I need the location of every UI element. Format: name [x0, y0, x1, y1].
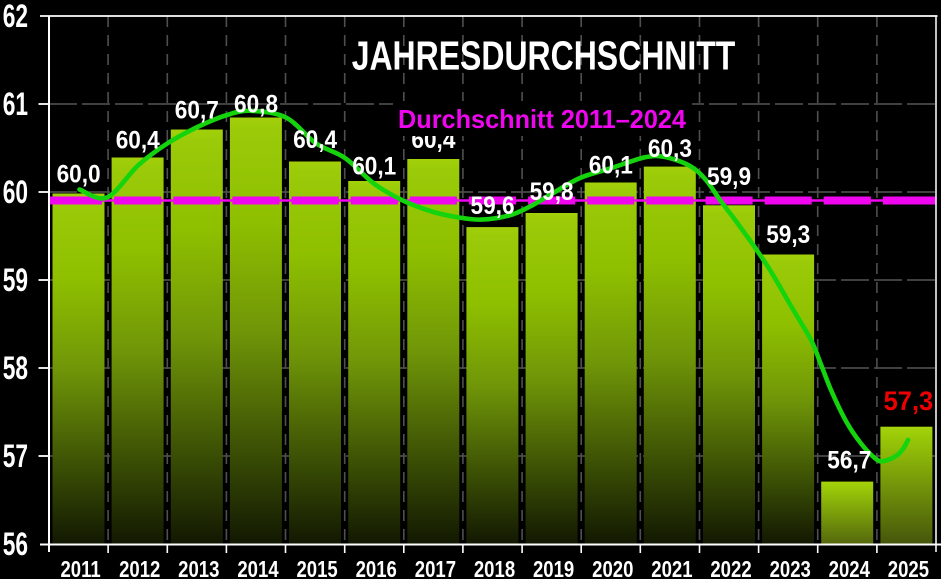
svg-text:JAHRESDURCHSCHNITT: JAHRESDURCHSCHNITT — [352, 33, 736, 79]
svg-text:57,3: 57,3 — [884, 385, 934, 416]
svg-text:60,7: 60,7 — [175, 98, 219, 125]
svg-text:61: 61 — [3, 86, 28, 122]
svg-text:59,9: 59,9 — [707, 164, 751, 191]
svg-text:62: 62 — [3, 0, 28, 34]
svg-text:2013: 2013 — [178, 557, 219, 579]
svg-text:60: 60 — [3, 174, 28, 210]
svg-text:57: 57 — [3, 438, 28, 474]
svg-text:60,3: 60,3 — [648, 136, 692, 163]
svg-text:2025: 2025 — [888, 557, 930, 579]
svg-text:59,3: 59,3 — [766, 222, 810, 249]
svg-text:59,8: 59,8 — [530, 179, 574, 206]
svg-text:56,7: 56,7 — [827, 447, 871, 474]
svg-text:2024: 2024 — [829, 557, 871, 579]
svg-text:60,8: 60,8 — [234, 92, 278, 119]
svg-text:2016: 2016 — [356, 557, 397, 579]
svg-text:2014: 2014 — [237, 557, 279, 579]
svg-text:2017: 2017 — [415, 557, 456, 579]
svg-text:2020: 2020 — [592, 557, 633, 579]
svg-text:2018: 2018 — [474, 557, 516, 579]
svg-text:2023: 2023 — [770, 557, 811, 579]
svg-text:Durchschnitt 2011–2024: Durchschnitt 2011–2024 — [398, 106, 687, 134]
svg-text:2015: 2015 — [296, 557, 338, 579]
svg-text:60,4: 60,4 — [293, 127, 338, 154]
svg-text:2019: 2019 — [533, 557, 574, 579]
svg-text:60,0: 60,0 — [57, 162, 101, 189]
svg-text:59,6: 59,6 — [470, 193, 514, 220]
svg-text:58: 58 — [3, 350, 28, 386]
svg-text:2011: 2011 — [60, 557, 101, 579]
svg-text:59: 59 — [3, 262, 28, 298]
svg-text:2012: 2012 — [119, 557, 160, 579]
svg-text:60,4: 60,4 — [116, 128, 161, 155]
svg-text:2021: 2021 — [651, 557, 693, 579]
svg-text:60,1: 60,1 — [589, 153, 633, 180]
svg-text:56: 56 — [3, 526, 28, 562]
svg-text:2022: 2022 — [710, 557, 751, 579]
svg-text:60,1: 60,1 — [352, 154, 396, 181]
